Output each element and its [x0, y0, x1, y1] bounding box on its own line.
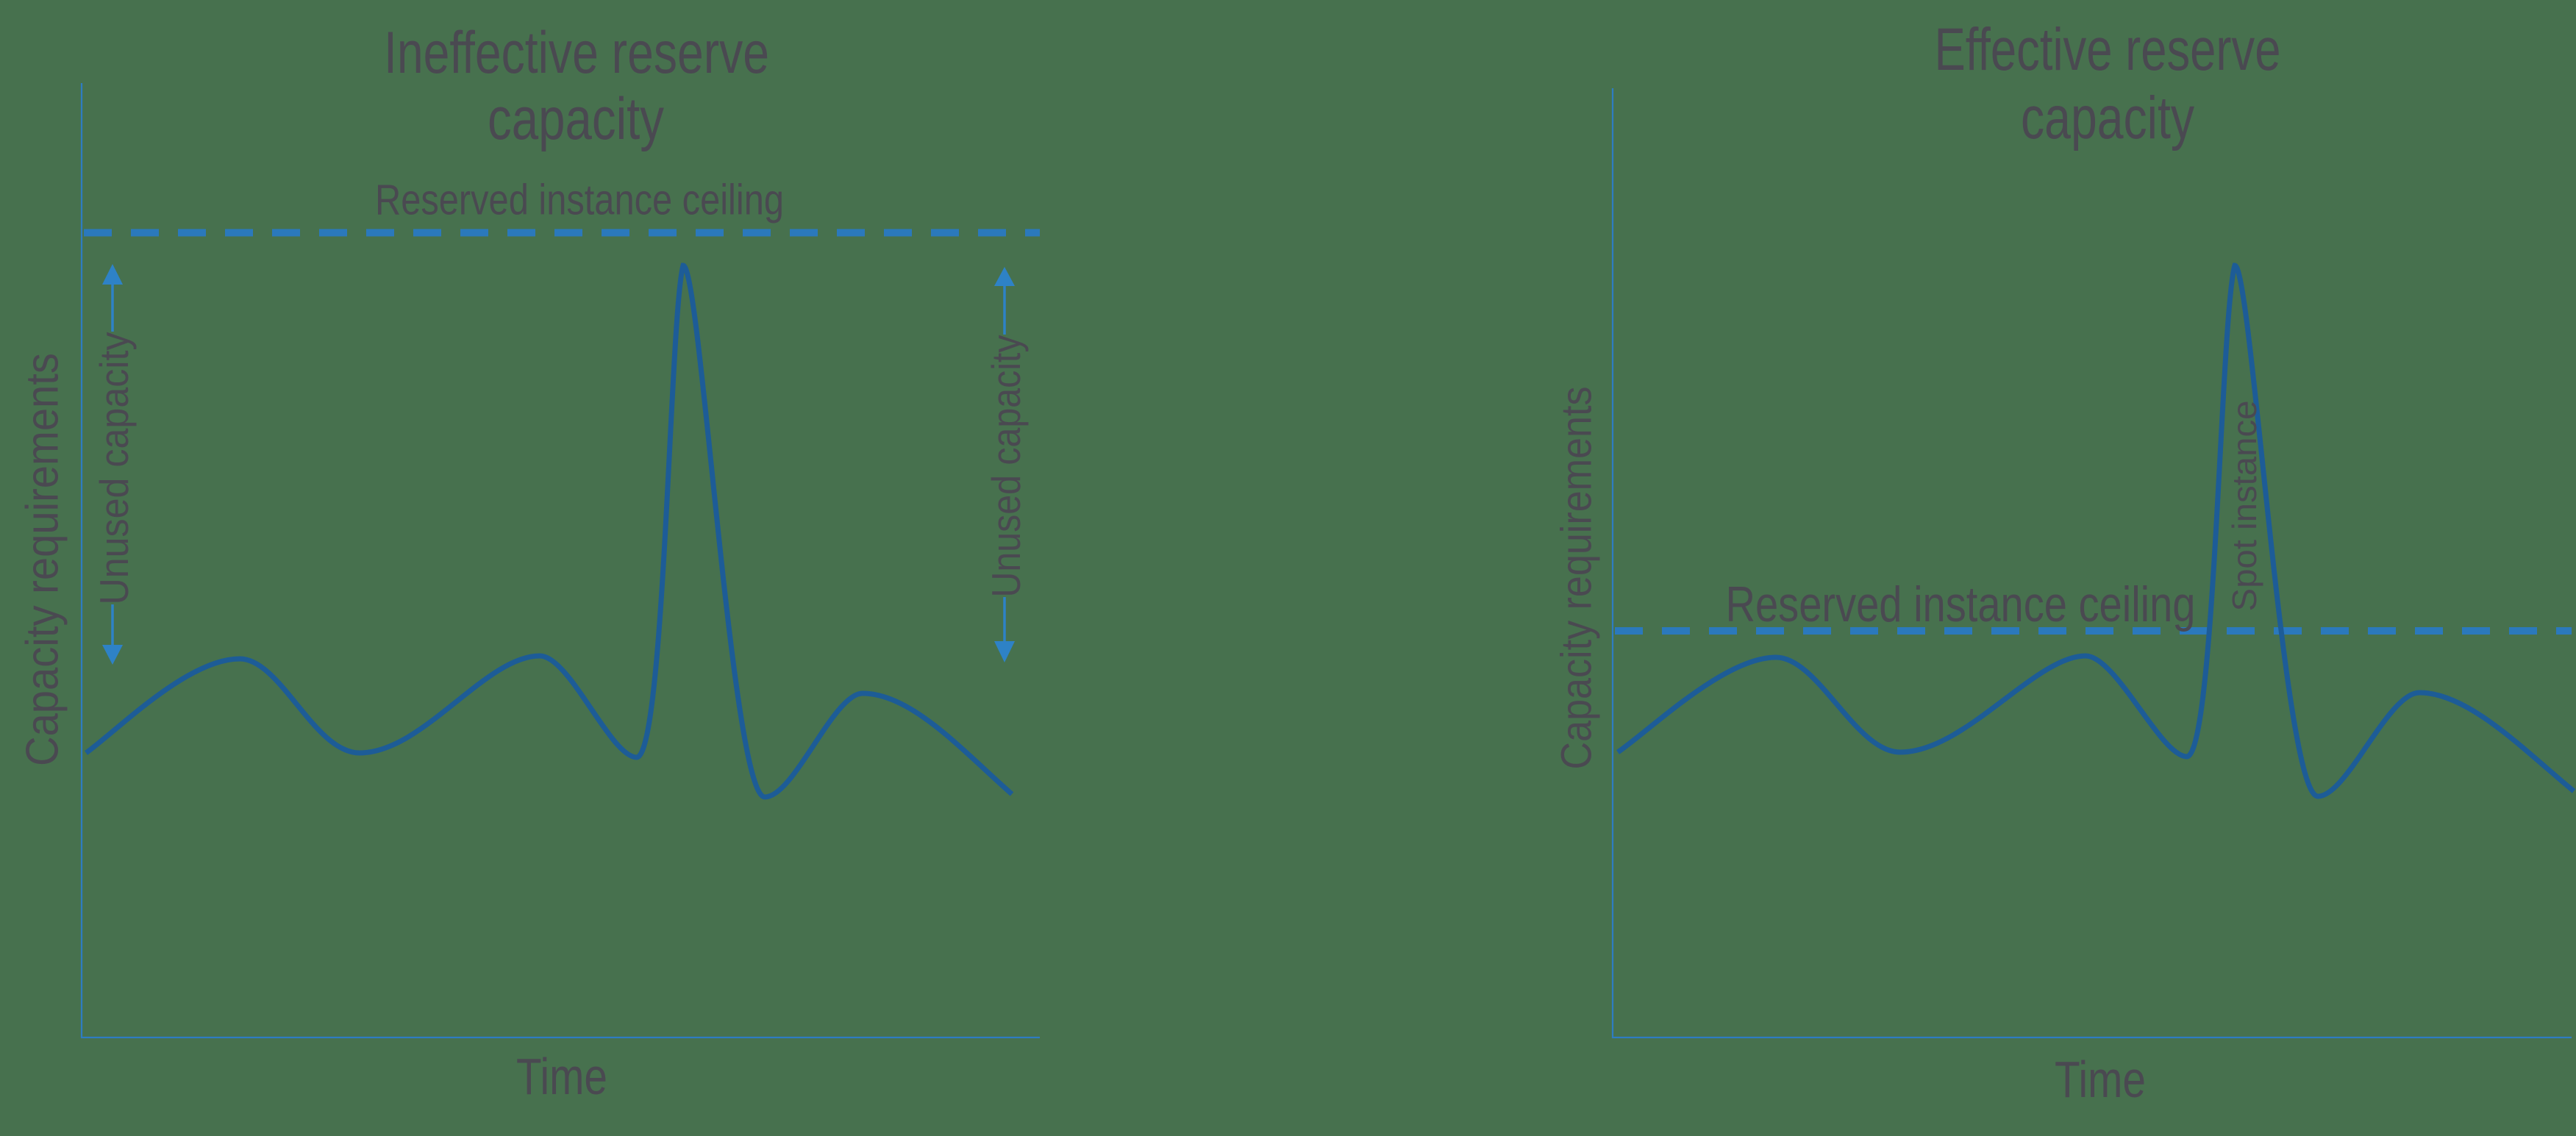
svg-text:Ineffective reserve: Ineffective reserve: [384, 20, 769, 86]
svg-text:Reserved instance ceiling: Reserved instance ceiling: [1726, 577, 2196, 632]
svg-text:Time: Time: [516, 1048, 607, 1105]
svg-text:Unused capacity: Unused capacity: [91, 332, 137, 604]
svg-text:capacity: capacity: [2021, 85, 2194, 151]
svg-text:Spot instance: Spot instance: [2225, 401, 2263, 612]
svg-text:Capacity requirements: Capacity requirements: [1553, 387, 1601, 770]
svg-text:Time: Time: [2055, 1051, 2146, 1108]
svg-text:Reserved instance ceiling: Reserved instance ceiling: [375, 176, 784, 224]
svg-text:Unused capacity: Unused capacity: [983, 335, 1029, 597]
svg-text:capacity: capacity: [488, 86, 664, 152]
svg-text:Capacity requirements: Capacity requirements: [18, 353, 68, 766]
svg-text:Effective reserve: Effective reserve: [1935, 16, 2281, 83]
